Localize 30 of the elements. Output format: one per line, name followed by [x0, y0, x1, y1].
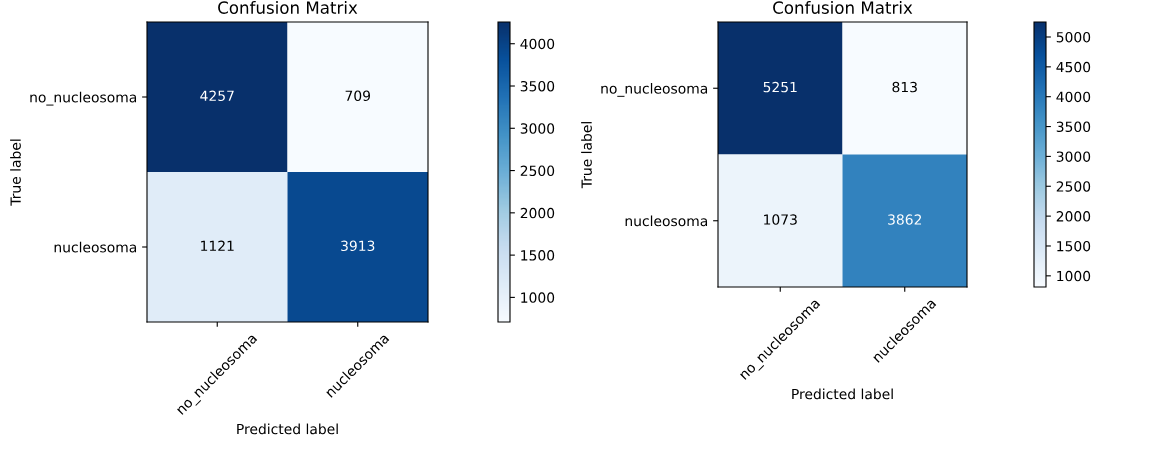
color-bar-label: 3000 — [1056, 151, 1091, 162]
color-bar-label: 3500 — [520, 80, 555, 92]
x-axis-title: Predicted label — [792, 388, 893, 400]
chart-title: Confusion Matrix — [773, 1, 913, 14]
data-label: 1073 — [764, 214, 797, 225]
color-bar-label: 2000 — [1056, 211, 1091, 222]
color-bar-label: 3500 — [1056, 121, 1091, 133]
data-label: 813 — [892, 81, 917, 93]
color-bar-label: 5000 — [1056, 31, 1091, 43]
color-bar-label: 4000 — [1056, 91, 1091, 103]
color-bar-label: 1500 — [521, 250, 555, 261]
data-label: 709 — [345, 90, 371, 102]
x-axis-title: Predicted label — [237, 423, 338, 435]
y-axis-title: True label — [10, 139, 21, 206]
color-bar-label: 2500 — [1056, 181, 1091, 192]
color-bar-label: 1500 — [1057, 240, 1091, 252]
color-bar-label: 4500 — [1056, 61, 1091, 73]
chart-title: Confusion Matrix — [218, 1, 358, 14]
data-label: 5251 — [763, 81, 797, 93]
color-bar-label: 1000 — [521, 292, 555, 303]
data-label: 3862 — [888, 214, 922, 225]
color-bar-label: 1000 — [1057, 270, 1091, 282]
color-bar-label: 4000 — [520, 38, 555, 50]
data-label: 3913 — [341, 240, 375, 252]
data-label: 4257 — [200, 90, 234, 102]
data-label: 1121 — [201, 240, 234, 251]
color-bar-label: 2500 — [520, 165, 555, 177]
color-bar-label: 3000 — [520, 123, 555, 134]
y-axis-title: True label — [581, 122, 592, 189]
color-bar-label: 2000 — [520, 207, 555, 219]
